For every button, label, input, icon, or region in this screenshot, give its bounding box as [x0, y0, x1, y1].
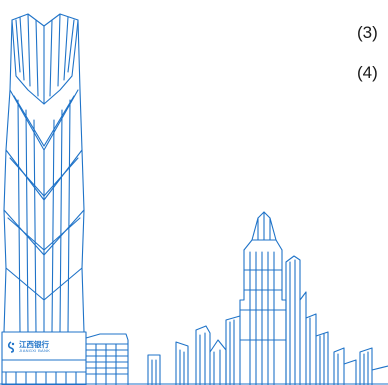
item-marker-4: (4): [357, 63, 378, 82]
right-buildings: [285, 255, 388, 385]
item-marker-3: (3): [357, 23, 378, 42]
mid-buildings: [147, 325, 227, 385]
low-building: [85, 333, 129, 385]
bank-name-en: JIANGXI BANK: [19, 347, 51, 353]
bank-sign: 江西银行 JIANGXI BANK: [6, 338, 86, 356]
bank-name-cn: 江西银行: [19, 340, 49, 350]
main-tower: [1, 13, 87, 385]
bank-logo-icon: [7, 341, 15, 353]
second-tower: [225, 211, 287, 385]
